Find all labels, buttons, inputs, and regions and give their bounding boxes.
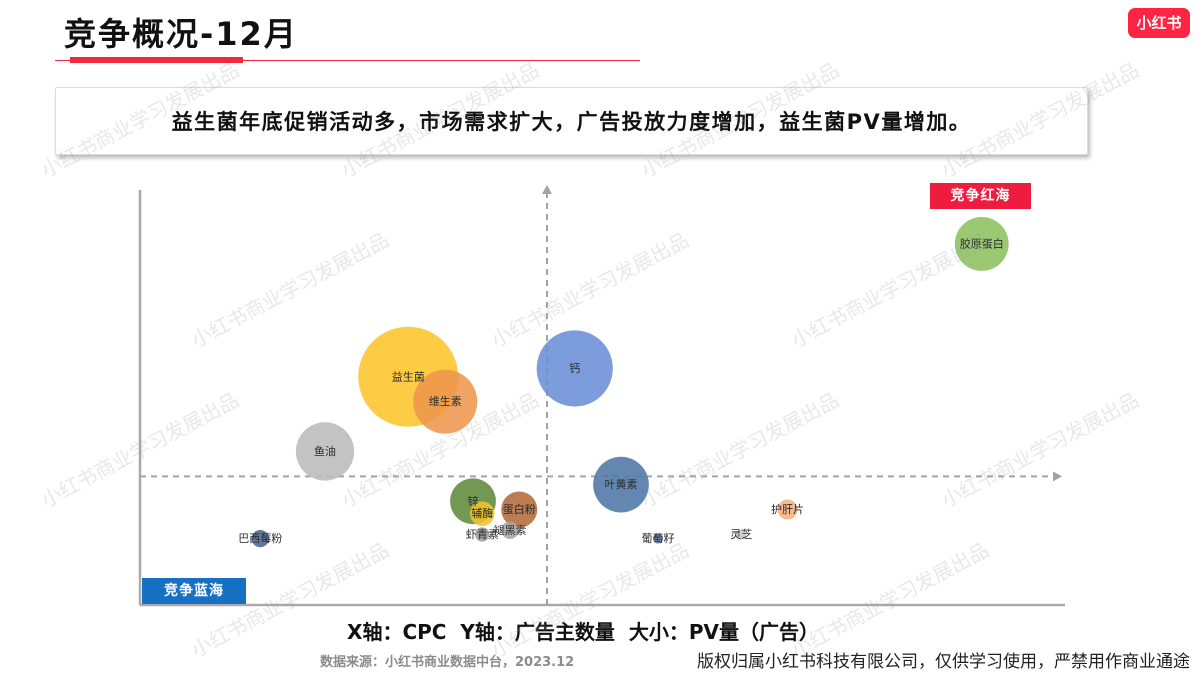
brand-logo: 小红书 — [1128, 8, 1190, 38]
bubble-marker — [954, 217, 1009, 271]
quadrant-label-blue-ocean: 竞争蓝海 — [142, 578, 246, 604]
bubble-label: 虾青素 — [466, 528, 499, 541]
title-underline — [55, 60, 640, 61]
bubble-label: 胶原蛋白 — [960, 236, 1004, 250]
bubble-marker — [736, 529, 747, 540]
bubble-label: 蛋白粉 — [503, 502, 536, 516]
copyright-notice: 版权归属小红书科技有限公司，仅供学习使用，严禁用作商业通途 — [697, 652, 1190, 672]
bubble-label: 葡萄籽 — [642, 532, 675, 545]
data-source-note: 数据来源：小红书商业数据中台，2023.12 — [320, 655, 575, 670]
bubble-label: 护肝片 — [771, 502, 804, 516]
bubble-marker — [251, 529, 269, 548]
bubble-marker — [501, 491, 538, 528]
insight-text: 益生菌年底促销活动多，市场需求扩大，广告投放力度增加，益生菌PV量增加。 — [171, 110, 972, 134]
bubble-marker — [470, 501, 495, 526]
axis-encoding-caption: X轴：CPC Y轴：广告主数量 大小：PV量（广告） — [347, 620, 819, 644]
bubble-marker — [295, 422, 355, 481]
bubble-label: 维生素 — [429, 394, 462, 408]
plot-axes — [138, 190, 1065, 607]
bubble-label: 褪黑素 — [494, 523, 527, 537]
bubble-marker — [501, 521, 519, 539]
bubble-label: 鱼油 — [314, 444, 336, 458]
page-title: 竞争概况-12月 — [64, 15, 298, 53]
bubble-markers — [251, 217, 1009, 548]
bubble-label: 锌 — [468, 494, 479, 508]
bubble-label: 钙 — [569, 361, 580, 375]
arrow-up-icon — [542, 185, 552, 194]
bubble-marker — [536, 330, 613, 407]
bubble-label: 益生菌 — [392, 369, 425, 383]
bubble-marker — [475, 527, 490, 542]
bubble-label: 辅酶 — [471, 506, 493, 520]
bubble-label: 巴西莓粉 — [238, 532, 282, 545]
arrow-right-icon — [1053, 471, 1062, 482]
bubble-label: 叶黄素 — [605, 477, 638, 491]
bubble-marker — [777, 499, 798, 520]
bubble-marker — [593, 456, 649, 513]
bubble-label: 灵芝 — [730, 528, 752, 541]
bubble-marker — [653, 533, 663, 544]
title-underline-accent — [70, 57, 243, 63]
quadrant-label-red-ocean: 竞争红海 — [930, 183, 1031, 209]
bubble-marker — [413, 369, 478, 434]
insight-callout: 益生菌年底促销活动多，市场需求扩大，广告投放力度增加，益生菌PV量增加。 — [55, 87, 1088, 155]
